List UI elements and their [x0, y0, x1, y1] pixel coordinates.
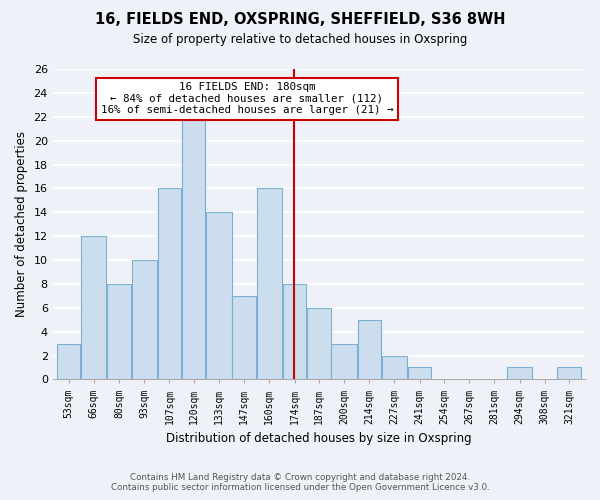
Bar: [81, 236, 106, 380]
Bar: [107, 284, 131, 380]
Bar: [257, 188, 282, 380]
Bar: [408, 368, 431, 380]
Bar: [158, 188, 181, 380]
Bar: [557, 368, 581, 380]
Bar: [331, 344, 356, 380]
Bar: [358, 320, 381, 380]
Bar: [182, 117, 205, 380]
Bar: [307, 308, 331, 380]
Bar: [283, 284, 306, 380]
Bar: [382, 356, 407, 380]
X-axis label: Distribution of detached houses by size in Oxspring: Distribution of detached houses by size …: [166, 432, 472, 445]
Bar: [57, 344, 80, 380]
Text: Size of property relative to detached houses in Oxspring: Size of property relative to detached ho…: [133, 32, 467, 46]
Text: Contains HM Land Registry data © Crown copyright and database right 2024.
Contai: Contains HM Land Registry data © Crown c…: [110, 473, 490, 492]
Bar: [131, 260, 157, 380]
Y-axis label: Number of detached properties: Number of detached properties: [15, 131, 28, 317]
Text: 16 FIELDS END: 180sqm  
← 84% of detached houses are smaller (112)
16% of semi-d: 16 FIELDS END: 180sqm ← 84% of detached …: [101, 82, 393, 116]
Bar: [206, 212, 232, 380]
Bar: [232, 296, 256, 380]
Text: 16, FIELDS END, OXSPRING, SHEFFIELD, S36 8WH: 16, FIELDS END, OXSPRING, SHEFFIELD, S36…: [95, 12, 505, 28]
Bar: [507, 368, 532, 380]
